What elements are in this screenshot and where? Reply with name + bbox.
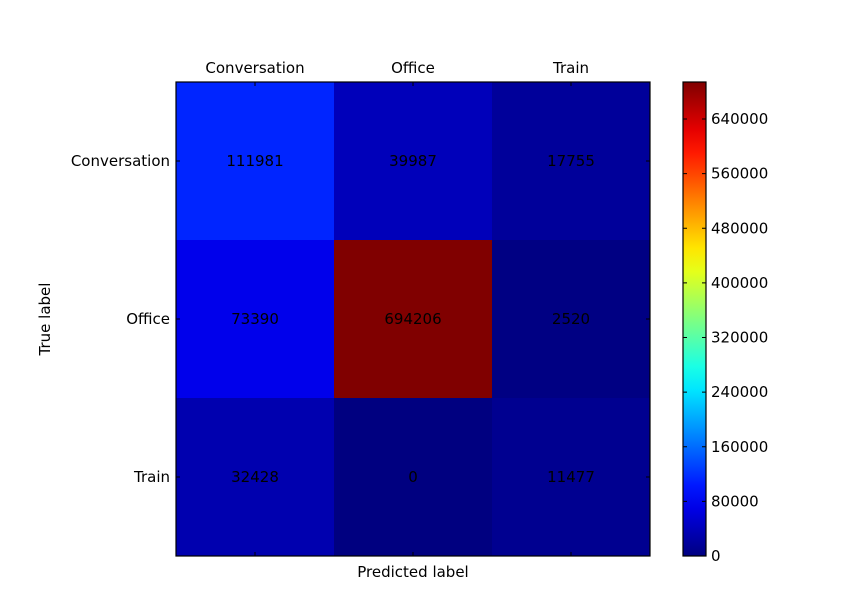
heatmap-cell [334,398,493,557]
colorbar-gradient [683,82,706,556]
x-tick-label: Office [391,59,435,77]
colorbar-tick-label: 160000 [711,438,768,456]
heatmap-cell [334,82,493,241]
y-tick-label: Office [126,310,170,328]
heatmap-cell-labels: 111981 39987 17755 73390 694206 2520 32428 0 114… [226,152,594,486]
cell-value-label: 11477 [547,468,595,486]
x-tick-labels: Conversation Office Train [205,59,589,77]
cell-value-label: 39987 [389,152,437,170]
colorbar-tick-label: 0 [711,547,721,565]
heatmap-cell [492,82,651,241]
colorbar-tick-label: 80000 [711,492,759,510]
cell-value-label: 17755 [547,152,595,170]
x-axis-label: Predicted label [357,563,468,581]
y-axis-label: True label [36,283,54,357]
axis-ticks [176,82,650,556]
heatmap-cell [492,398,651,557]
colorbar-frame [682,81,707,557]
colorbar-tick-label: 240000 [711,383,768,401]
cell-value-label: 32428 [231,468,279,486]
heatmap-cells [176,82,651,557]
y-tick-labels: Conversation Office Train [71,152,170,486]
cell-value-label: 73390 [231,310,279,328]
heatmap-cell [176,240,335,399]
colorbar-tick-label: 480000 [711,219,768,237]
x-tick-label: Conversation [205,59,304,77]
cell-value-label: 2520 [552,310,590,328]
cell-value-label: 694206 [384,310,441,328]
y-tick-label: Conversation [71,152,170,170]
colorbar-tick-label: 320000 [711,329,768,347]
cell-value-label: 0 [408,468,418,486]
cell-value-label: 111981 [226,152,283,170]
heatmap-cell [492,240,651,399]
heatmap-cell [176,82,335,241]
y-tick-label: Train [133,468,170,486]
heatmap-cell [334,240,493,399]
x-tick-label: Train [552,59,589,77]
colorbar-tick-label: 560000 [711,165,768,183]
colorbar-tick-label: 400000 [711,274,768,292]
colorbar-tick-label: 640000 [711,110,768,128]
heatmap-cell [176,398,335,557]
colorbar: 0 80000 160000 240000 320000 400000 480000 5600… [682,81,768,565]
